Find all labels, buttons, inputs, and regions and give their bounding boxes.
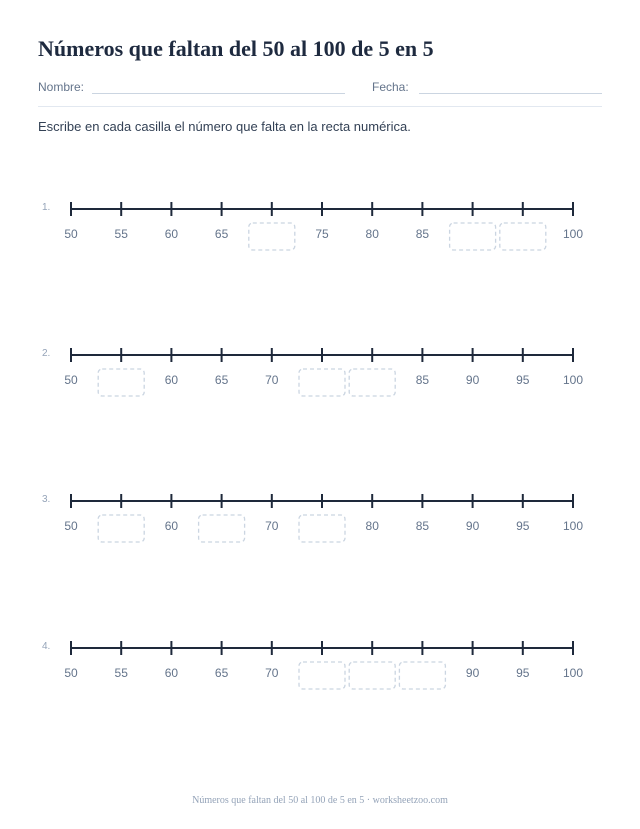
answer-box[interactable] xyxy=(348,661,396,690)
answer-box[interactable] xyxy=(197,514,246,543)
answer-box[interactable] xyxy=(298,514,346,543)
tick-label: 70 xyxy=(265,666,279,680)
instructions-text: Escribe en cada casilla el número que fa… xyxy=(38,119,411,134)
header-divider xyxy=(38,106,602,107)
tick-label: 65 xyxy=(215,227,229,241)
name-label: Nombre: xyxy=(38,80,85,94)
tick-label: 80 xyxy=(366,519,380,533)
tick-label: 95 xyxy=(516,519,530,533)
question-number: 2. xyxy=(42,348,51,359)
tick-label: 50 xyxy=(64,227,78,241)
name-input-line[interactable] xyxy=(92,93,345,94)
tick-label: 100 xyxy=(563,666,583,680)
question-number: 4. xyxy=(42,641,51,652)
tick-label: 95 xyxy=(516,373,530,387)
tick-label: 70 xyxy=(265,519,279,533)
number-line-graphic: 50 60 65 70 85 90 95 100 xyxy=(64,348,583,397)
answer-box[interactable] xyxy=(298,368,346,397)
answer-box[interactable] xyxy=(398,661,447,690)
tick-label: 50 xyxy=(64,373,78,387)
tick-label: 60 xyxy=(165,519,179,533)
tick-label: 100 xyxy=(563,227,583,241)
tick-label: 85 xyxy=(416,373,430,387)
question-number: 3. xyxy=(42,494,51,505)
tick-label: 95 xyxy=(516,666,530,680)
number-line-1: 1. 50 55 60 65 75 80 85 100 xyxy=(0,202,640,262)
tick-label: 100 xyxy=(563,373,583,387)
tick-label: 90 xyxy=(466,519,480,533)
tick-label: 50 xyxy=(64,666,78,680)
tick-label: 100 xyxy=(563,519,583,533)
number-line-3: 3. 50 60 70 80 85 90 95 100 xyxy=(0,494,640,554)
answer-box[interactable] xyxy=(298,661,346,690)
date-label: Fecha: xyxy=(372,80,409,94)
number-line-graphic: 50 55 60 65 70 90 95 100 xyxy=(64,641,583,690)
tick-label: 65 xyxy=(215,666,229,680)
tick-label: 60 xyxy=(165,373,179,387)
answer-box[interactable] xyxy=(97,368,145,397)
tick-label: 60 xyxy=(165,666,179,680)
answer-box[interactable] xyxy=(499,222,547,251)
tick-label: 85 xyxy=(416,519,430,533)
worksheet-title: Números que faltan del 50 al 100 de 5 en… xyxy=(38,36,434,61)
tick-label: 70 xyxy=(265,373,279,387)
number-line-2: 2. 50 60 65 70 85 90 95 100 xyxy=(0,348,640,408)
answer-box[interactable] xyxy=(448,222,497,251)
tick-label: 50 xyxy=(64,519,78,533)
answer-box[interactable] xyxy=(248,222,296,251)
tick-label: 65 xyxy=(215,373,229,387)
number-line-graphic: 50 60 70 80 85 90 95 100 xyxy=(64,494,583,543)
tick-label: 75 xyxy=(315,227,329,241)
tick-label: 60 xyxy=(165,227,179,241)
tick-label: 90 xyxy=(466,666,480,680)
tick-label: 55 xyxy=(115,227,129,241)
answer-box[interactable] xyxy=(97,514,145,543)
date-input-line[interactable] xyxy=(419,93,602,94)
number-line-graphic: 50 55 60 65 75 80 85 100 xyxy=(64,202,583,251)
answer-box[interactable] xyxy=(348,368,396,397)
number-line-4: 4. 50 55 60 65 70 90 95 100 xyxy=(0,641,640,701)
footer-text: Números que faltan del 50 al 100 de 5 en… xyxy=(192,795,448,806)
tick-label: 90 xyxy=(466,373,480,387)
question-number: 1. xyxy=(42,202,51,213)
tick-label: 85 xyxy=(416,227,430,241)
tick-label: 80 xyxy=(366,227,380,241)
tick-label: 55 xyxy=(115,666,129,680)
